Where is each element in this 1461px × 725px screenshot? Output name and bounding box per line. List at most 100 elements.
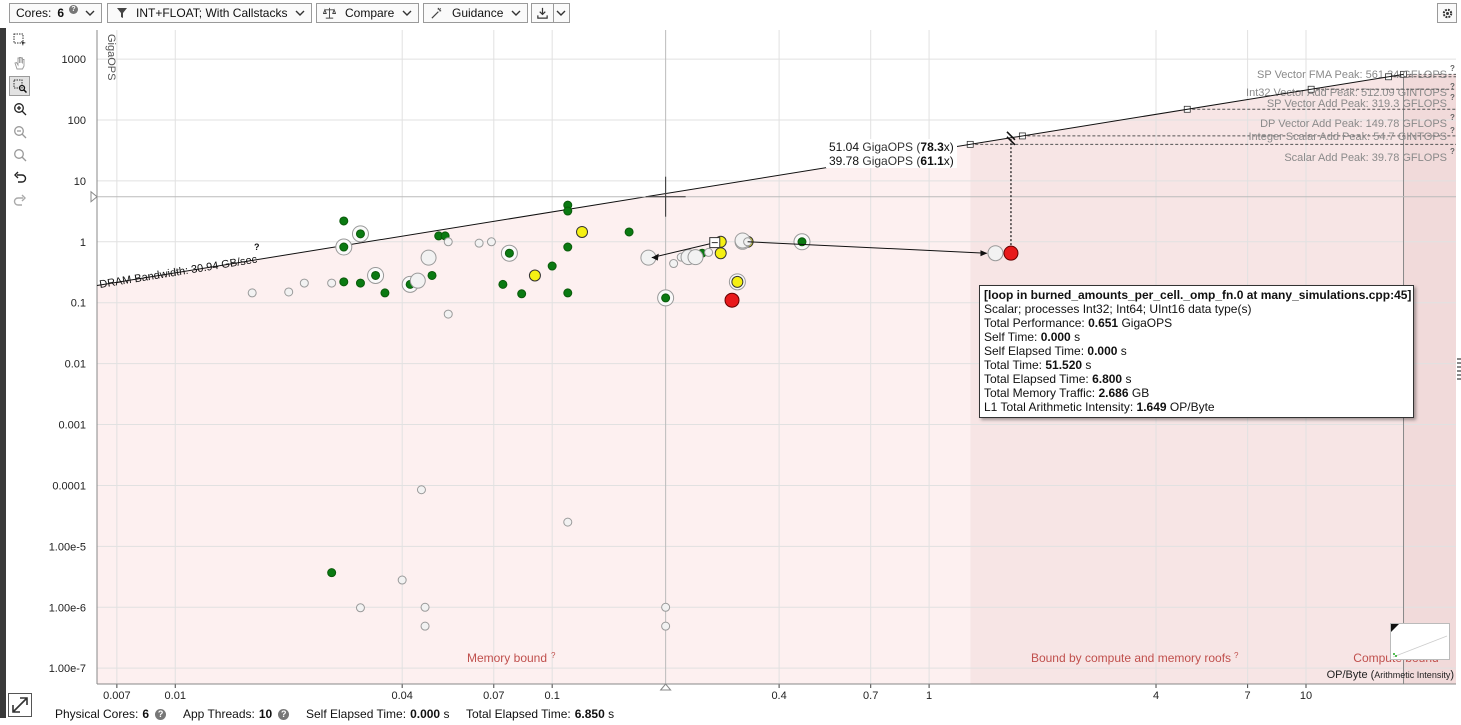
toolbar: Cores: 6 ? INT+FLOAT; With Callstacks Co… xyxy=(0,0,1461,28)
zoom-in-icon xyxy=(13,103,26,116)
loop-point-green xyxy=(661,293,671,303)
loop-point-gray xyxy=(420,602,430,612)
loop-point-green xyxy=(355,229,365,239)
x-tick-label: 0.4 xyxy=(771,690,786,702)
projection-marker xyxy=(1006,131,1016,146)
loop-point-green xyxy=(371,270,381,280)
dram-help: ? xyxy=(254,242,260,252)
expand-button[interactable] xyxy=(8,693,32,717)
loop-point-yellow xyxy=(576,225,589,238)
loop-point-gray xyxy=(687,249,704,266)
chart-minimap[interactable] xyxy=(1390,623,1450,660)
y-axis-label: GigaOPS xyxy=(105,34,117,80)
y-tick-label: 1000 xyxy=(62,54,86,66)
compare-label: Compare xyxy=(345,6,395,20)
total-elapsed-stat: Total Elapsed Time: 6.850 s xyxy=(466,707,615,721)
loop-point-green xyxy=(355,278,365,288)
loop-point-gray xyxy=(669,259,679,269)
filter-icon xyxy=(117,8,127,18)
tooltip-title: [loop in burned_amounts_per_cell._omp_fn… xyxy=(984,288,1412,302)
select-tool[interactable] xyxy=(9,30,30,50)
redo-icon xyxy=(13,194,26,206)
help-icon[interactable]: ? xyxy=(69,4,79,14)
right-panel-grip[interactable] xyxy=(1457,358,1461,380)
loop-point-green xyxy=(504,248,514,258)
left-panel-edge xyxy=(0,28,6,718)
loop-point-red xyxy=(1003,245,1019,261)
export-menu-button[interactable] xyxy=(553,3,570,23)
export-button[interactable] xyxy=(531,3,554,23)
compare-dropdown[interactable]: Compare xyxy=(316,3,419,23)
redo-tool[interactable] xyxy=(9,191,30,211)
crosshair-y-marker xyxy=(90,190,98,203)
tooltip-row: L1 Total Arithmetic Intensity: 1.649 OP/… xyxy=(984,400,1215,414)
status-bar: Physical Cores: 6? App Threads: 10? Self E… xyxy=(0,704,1461,725)
above-roof-area xyxy=(97,30,1456,286)
zoom-select-tool[interactable] xyxy=(9,76,30,96)
loop-point-green xyxy=(380,288,390,298)
x-tick-label: 1 xyxy=(926,690,932,702)
roof-help: ? xyxy=(1450,147,1455,156)
guidance-dropdown[interactable]: Guidance xyxy=(423,3,528,23)
loop-point-green xyxy=(563,242,573,252)
x-tick-label: 0.1 xyxy=(545,690,560,702)
loop-point-yellow xyxy=(528,269,541,282)
chevron-down-icon xyxy=(402,10,412,16)
help-icon[interactable]: ? xyxy=(278,709,290,721)
call-edge xyxy=(747,241,987,254)
cores-dropdown[interactable]: Cores: 6 ? xyxy=(9,3,102,23)
crosshair-x-marker xyxy=(659,683,672,691)
loop-point-gray xyxy=(443,309,453,319)
x-tick-label: 0.04 xyxy=(391,690,412,702)
zoom-out-tool[interactable] xyxy=(9,122,30,142)
magic-wand-icon xyxy=(431,7,442,19)
chevron-down-icon xyxy=(85,10,95,16)
loop-point-green xyxy=(339,216,349,226)
loop-point-gray xyxy=(327,278,337,288)
tooltip-description: Scalar; processes Int32; Int64; UInt16 d… xyxy=(984,302,1252,316)
arrow-head xyxy=(980,250,988,257)
loop-point-green xyxy=(563,206,573,216)
zoom-in-tool[interactable] xyxy=(9,99,30,119)
y-tick-label: 1.00e-6 xyxy=(49,602,86,614)
x-tick-label: 0.007 xyxy=(103,690,131,702)
loop-point-gray xyxy=(420,249,437,266)
minimap-preview xyxy=(1391,624,1448,658)
loop-point-green xyxy=(517,289,527,299)
guidance-label: Guidance xyxy=(452,6,504,20)
chevron-down-icon xyxy=(556,10,566,16)
y-tick-label: 0.1 xyxy=(71,298,86,310)
tooltip-row: Total Performance: 0.651 GigaOPS xyxy=(984,316,1173,330)
zoom-fit-tool[interactable] xyxy=(9,145,30,165)
zoom-out-icon xyxy=(13,126,26,139)
roof-label: Scalar Add Peak: 39.78 GFLOPS xyxy=(1284,152,1447,164)
help-icon[interactable]: ? xyxy=(155,709,167,721)
undo-tool[interactable] xyxy=(9,168,30,188)
chevron-down-icon xyxy=(295,10,305,16)
y-tick-label: 1 xyxy=(80,237,86,249)
loop-point-gray xyxy=(355,603,365,613)
loop-point-green xyxy=(547,261,557,271)
roof-label: Integer Scalar Add Peak: 54.7 GINTOPS xyxy=(1248,131,1447,143)
roof-help: ? xyxy=(1450,93,1455,102)
self-elapsed-stat: Self Elapsed Time: 0.000 s xyxy=(306,707,450,721)
projection-label: 51.04 GigaOPS (78.3x) xyxy=(829,140,954,154)
settings-button[interactable] xyxy=(1437,3,1457,23)
y-tick-label: 1.00e-7 xyxy=(49,663,86,675)
roof-help: ? xyxy=(1450,82,1455,91)
y-tick-label: 0.001 xyxy=(58,420,86,432)
loop-point-green xyxy=(624,227,634,237)
scales-icon xyxy=(323,7,336,19)
roof-help: ? xyxy=(1450,64,1455,73)
tooltip-row: Self Time: 0.000 s xyxy=(984,330,1081,344)
select-icon xyxy=(13,33,26,46)
loop-point-gray xyxy=(284,287,294,297)
filter-dropdown[interactable]: INT+FLOAT; With Callstacks xyxy=(107,3,312,23)
tooltip-row: Total Memory Traffic: 2.686 GB xyxy=(984,386,1150,400)
loop-point-gray xyxy=(416,485,426,495)
x-tick-label: 0.01 xyxy=(165,690,186,702)
call-edge xyxy=(651,242,715,259)
loop-point-green xyxy=(339,277,349,287)
pan-tool[interactable] xyxy=(9,53,30,73)
download-icon xyxy=(537,7,548,19)
